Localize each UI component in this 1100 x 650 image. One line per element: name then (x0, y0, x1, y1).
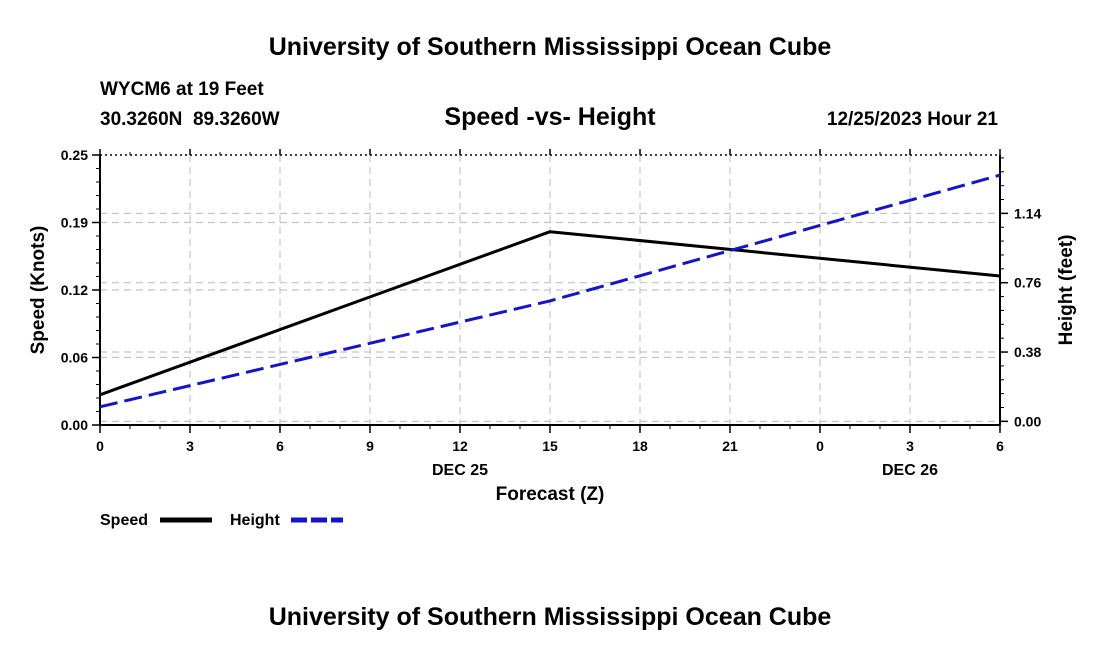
x-tick-label: 0 (96, 438, 104, 454)
chart-subtitle: Speed -vs- Height (444, 103, 656, 131)
y2-tick-label: 0.76 (1014, 275, 1041, 291)
y2-axis-title: Height (feet) (1056, 235, 1077, 346)
date-label: DEC 25 (432, 462, 488, 479)
y2-tick-label: 0.38 (1014, 344, 1041, 360)
x-tick-label: 9 (366, 438, 374, 454)
series-lines (99, 173, 1001, 409)
coords-label: 30.3260N 89.3260W (100, 109, 280, 130)
y-tick-label: 0.12 (61, 282, 88, 298)
footer-title: University of Southern Mississippi Ocean… (269, 603, 832, 631)
x-tick-label: 21 (722, 438, 738, 454)
datetime-label: 12/25/2023 Hour 21 (827, 109, 999, 130)
x-tick-label: 18 (632, 438, 648, 454)
x-tick-label: 12 (452, 438, 468, 454)
x-tick-label: 15 (542, 438, 558, 454)
legend-label-speed: Speed (100, 512, 148, 529)
date-label: DEC 26 (882, 462, 938, 479)
y2-tick-label: 0.00 (1014, 413, 1041, 429)
x-tick-label: 6 (996, 438, 1004, 454)
x-tick-label: 0 (816, 438, 824, 454)
x-tick-label: 3 (906, 438, 914, 454)
grid-lines (100, 155, 1000, 425)
y-tick-label: 0.06 (61, 350, 88, 366)
legend-label-height: Height (230, 512, 280, 529)
x-tick-label: 3 (186, 438, 194, 454)
axis-ticks (92, 149, 1008, 433)
y-tick-label: 0.00 (61, 417, 88, 433)
y2-tick-label: 1.14 (1014, 205, 1041, 221)
y-tick-label: 0.25 (61, 147, 88, 163)
series-line-height (99, 173, 1001, 409)
station-label: WYCM6 at 19 Feet (100, 79, 264, 100)
x-tick-label: 6 (276, 438, 284, 454)
series-line-speed (99, 230, 1001, 397)
legend: Speed Height (100, 512, 343, 529)
x-axis-title: Forecast (Z) (496, 484, 605, 505)
main-title: University of Southern Mississippi Ocean… (269, 33, 832, 61)
y-axis-title: Speed (Knots) (28, 226, 49, 355)
y-tick-label: 0.19 (61, 215, 88, 231)
axis-tick-labels: 0 3 6 9 12 15 18 21 0 3 6 DEC 25 DEC 26 0.00 0.06 0.12 0… (61, 147, 1042, 479)
